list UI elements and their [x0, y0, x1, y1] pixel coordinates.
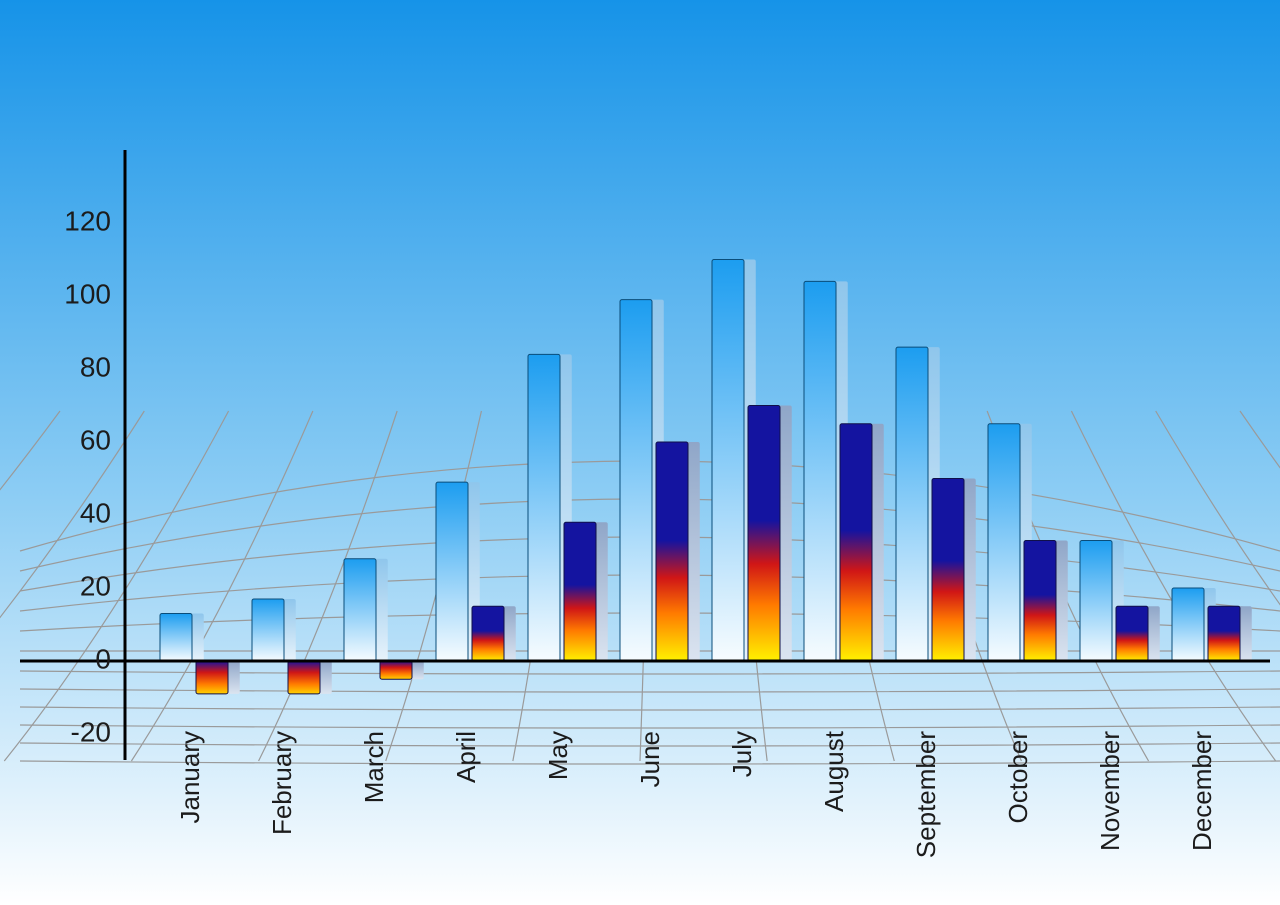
- x-tick-label: March: [359, 731, 389, 803]
- bar-secondary: [656, 442, 688, 661]
- y-tick-label: 100: [64, 278, 111, 309]
- bar-secondary: [840, 424, 872, 661]
- bar-primary: [712, 260, 744, 662]
- x-tick-label: September: [911, 731, 941, 859]
- bar-secondary: [1208, 606, 1240, 661]
- bar-secondary: [564, 522, 596, 661]
- bar-secondary: [472, 606, 504, 661]
- bar-primary: [988, 424, 1020, 661]
- chart-svg: -20 0 20 40 60 80 100 120 January February March Ap…: [0, 0, 1280, 905]
- bar-secondary: [380, 661, 412, 679]
- bar-primary: [436, 482, 468, 661]
- y-tick-label: 120: [64, 205, 111, 236]
- bar-secondary: [932, 479, 964, 662]
- x-tick-label: October: [1003, 731, 1033, 824]
- x-tick-label: July: [727, 731, 757, 777]
- bar-secondary: [196, 661, 228, 694]
- y-tick-label: 20: [80, 570, 111, 601]
- x-tick-label: August: [819, 730, 849, 812]
- y-tick-label: 80: [80, 351, 111, 382]
- bar-primary: [804, 281, 836, 661]
- bar-secondary: [288, 661, 320, 694]
- bar-primary: [620, 300, 652, 661]
- y-tick-label: 40: [80, 497, 111, 528]
- x-tick-label: January: [175, 731, 205, 824]
- x-tick-label: June: [635, 731, 665, 787]
- y-tick-label: -20: [71, 716, 111, 747]
- bar-primary: [344, 559, 376, 661]
- bar-secondary: [748, 406, 780, 662]
- bar-primary: [528, 354, 560, 661]
- monthly-bar-chart: -20 0 20 40 60 80 100 120 January February March Ap…: [0, 0, 1280, 905]
- x-tick-label: December: [1187, 731, 1217, 851]
- x-tick-label: May: [543, 731, 573, 780]
- y-tick-label: 60: [80, 424, 111, 455]
- bar-primary: [160, 614, 192, 661]
- x-tick-label: February: [267, 731, 297, 835]
- x-tick-label: November: [1095, 731, 1125, 851]
- bar-primary: [1172, 588, 1204, 661]
- bar-primary: [252, 599, 284, 661]
- bar-primary: [1080, 541, 1112, 661]
- x-tick-label: April: [451, 731, 481, 783]
- bar-primary: [896, 347, 928, 661]
- bar-secondary: [1116, 606, 1148, 661]
- y-tick-label: 0: [95, 643, 111, 674]
- bar-secondary: [1024, 541, 1056, 661]
